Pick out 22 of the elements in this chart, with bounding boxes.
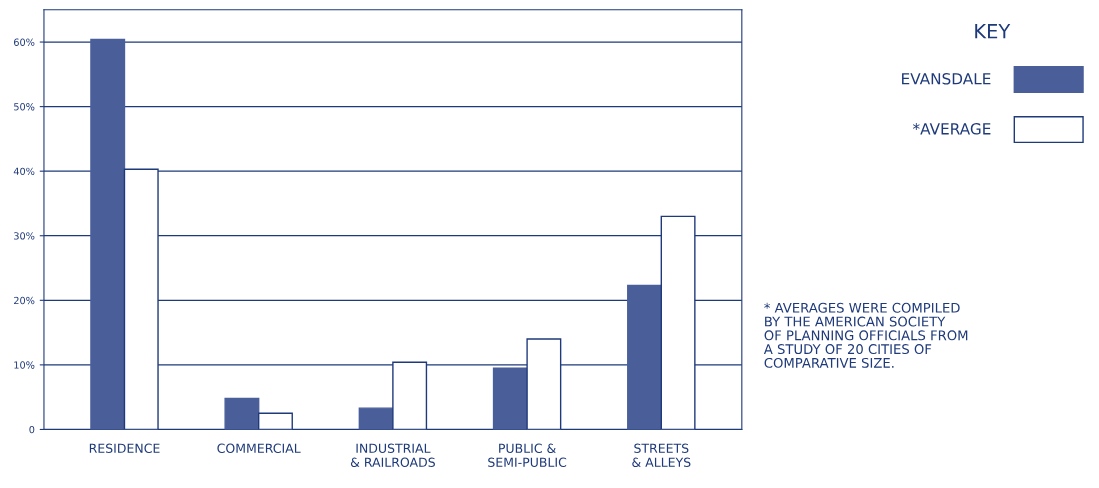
legend-label: *AVERAGE [912,123,991,135]
bar [627,284,662,430]
text: * AVERAGES WERE COMPILED BY THE AMERICAN SOCIETY OF PLANNING OFFICIALS FROM A STUDY OF 20 CITIES OF COMPARATIVE SIZE. [763,302,968,368]
bar [224,397,260,430]
x-tick-label: INDUSTRIAL & RAILROADS [350,443,435,467]
y-tick-label: 20% [14,296,35,305]
y-tick-label: 50% [14,103,35,111]
x-tick-label: STREETS & ALLEYS [632,443,691,467]
bar [90,38,126,430]
y-tick-label: 40% [13,167,35,176]
x-tick-label: PUBLIC & SEMI-PUBLIC [488,443,567,467]
x-tick-label: RESIDENCE [89,443,160,453]
y-tick-label: 10% [14,361,35,369]
y-tick-label: 0 [29,425,35,434]
bar [358,407,394,430]
legend-label: EVANSDALE [902,73,991,85]
bar [257,412,293,430]
legend-title: KEY [975,24,1011,39]
y-tick-label: 30% [14,232,35,240]
y-tick-label: 60% [14,38,35,46]
x-tick-label: COMMERCIAL [217,443,301,453]
bar [492,367,528,430]
